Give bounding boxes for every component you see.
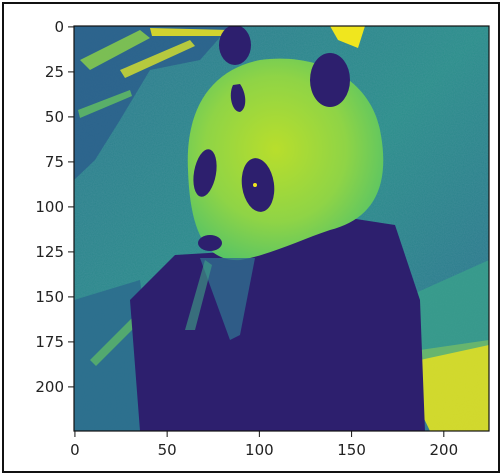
foliage-top-left bbox=[74, 26, 230, 180]
panda-eye-shine bbox=[253, 183, 257, 187]
y-tick-label: 75 bbox=[45, 153, 64, 171]
y-tick-label: 50 bbox=[45, 108, 64, 126]
y-tick-label: 0 bbox=[54, 18, 64, 36]
y-tick-label: 200 bbox=[35, 378, 64, 396]
x-axis: 0 50 100 150 200 bbox=[70, 431, 458, 459]
panda-eye-patch-left bbox=[193, 149, 217, 197]
panda-eye-patch-right bbox=[241, 158, 275, 212]
x-tick-label: 150 bbox=[337, 441, 366, 459]
x-tick-label: 100 bbox=[245, 441, 274, 459]
x-tick-label: 50 bbox=[158, 441, 177, 459]
bamboo-leaf bbox=[185, 260, 212, 330]
panda-ear-left bbox=[219, 26, 251, 65]
heatmap-image bbox=[74, 26, 489, 431]
y-tick-label: 125 bbox=[35, 243, 64, 261]
leaf-highlight-4 bbox=[150, 28, 230, 36]
axes-border bbox=[73, 25, 490, 432]
leaf-highlight-3 bbox=[78, 90, 132, 118]
y-tick-label: 100 bbox=[35, 198, 64, 216]
x-tick-label: 0 bbox=[70, 441, 80, 459]
y-tick-label: 25 bbox=[45, 63, 64, 81]
panda-ear-right bbox=[310, 53, 350, 107]
y-axis: 0 25 50 75 100 125 150 175 200 bbox=[35, 18, 74, 396]
ground-teal bbox=[400, 260, 489, 360]
y-tick-label: 150 bbox=[35, 288, 64, 306]
y-tick-label: 175 bbox=[35, 333, 64, 351]
leaf-highlight-2 bbox=[120, 40, 195, 78]
bamboo bbox=[200, 258, 255, 340]
leaf-highlight-1 bbox=[80, 30, 150, 70]
top-right-yellow bbox=[330, 26, 365, 48]
x-tick-label: 200 bbox=[429, 441, 458, 459]
head-marking bbox=[230, 84, 246, 112]
ground-yellow bbox=[415, 340, 489, 431]
panda-nose bbox=[198, 235, 222, 251]
